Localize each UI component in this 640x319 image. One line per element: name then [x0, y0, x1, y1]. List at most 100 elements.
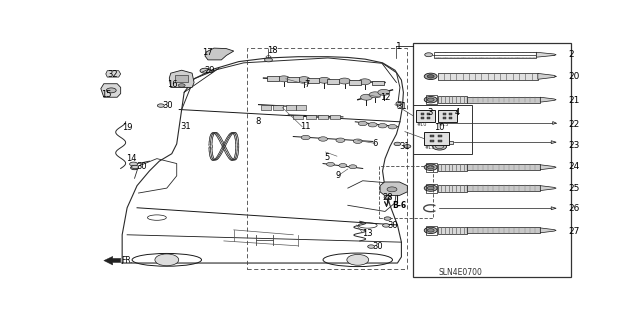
Circle shape	[200, 68, 210, 73]
Polygon shape	[420, 117, 424, 119]
Polygon shape	[551, 141, 556, 144]
Circle shape	[106, 88, 116, 93]
Text: 21: 21	[568, 96, 579, 105]
Polygon shape	[101, 84, 121, 97]
Text: 25: 25	[568, 184, 579, 193]
Text: 11: 11	[300, 122, 311, 131]
Text: 6: 6	[372, 139, 378, 148]
Polygon shape	[268, 76, 280, 81]
Text: 15: 15	[101, 90, 111, 99]
Polygon shape	[438, 185, 467, 191]
Circle shape	[388, 124, 397, 129]
Circle shape	[396, 102, 403, 105]
Polygon shape	[449, 113, 452, 115]
Polygon shape	[420, 113, 424, 115]
Polygon shape	[169, 70, 194, 87]
Text: #10: #10	[417, 122, 427, 127]
Text: SLN4E0700: SLN4E0700	[438, 268, 482, 277]
Circle shape	[424, 227, 437, 234]
Circle shape	[326, 162, 335, 166]
Circle shape	[278, 76, 290, 82]
Polygon shape	[424, 132, 449, 145]
Polygon shape	[467, 227, 540, 233]
Circle shape	[264, 58, 273, 62]
Circle shape	[378, 89, 390, 95]
Circle shape	[369, 92, 381, 98]
Circle shape	[384, 217, 391, 220]
Text: 31: 31	[396, 101, 407, 111]
Polygon shape	[538, 73, 556, 79]
Text: 8: 8	[255, 117, 261, 126]
Circle shape	[425, 53, 433, 57]
Circle shape	[178, 84, 185, 87]
Polygon shape	[293, 115, 303, 119]
Circle shape	[349, 165, 356, 169]
Circle shape	[339, 78, 351, 84]
Text: 17: 17	[202, 48, 213, 57]
Text: 30: 30	[163, 101, 173, 110]
Polygon shape	[372, 80, 383, 85]
Circle shape	[157, 104, 164, 107]
Polygon shape	[438, 164, 467, 171]
Polygon shape	[438, 227, 467, 234]
Polygon shape	[318, 115, 328, 119]
Polygon shape	[540, 228, 556, 233]
Text: 22: 22	[568, 120, 579, 129]
Polygon shape	[273, 105, 284, 109]
Circle shape	[353, 139, 362, 144]
Text: #15: #15	[439, 122, 449, 127]
Circle shape	[339, 164, 347, 167]
Polygon shape	[287, 77, 300, 82]
Circle shape	[433, 143, 447, 150]
Polygon shape	[449, 117, 452, 119]
Polygon shape	[175, 75, 188, 83]
Circle shape	[387, 187, 397, 192]
Circle shape	[368, 122, 377, 127]
Polygon shape	[438, 96, 467, 103]
Polygon shape	[330, 115, 340, 119]
Circle shape	[394, 142, 401, 145]
Polygon shape	[467, 97, 540, 103]
Text: #15: #15	[424, 145, 435, 150]
Circle shape	[424, 73, 437, 79]
Circle shape	[383, 224, 390, 227]
Polygon shape	[467, 185, 540, 191]
Polygon shape	[467, 164, 540, 170]
Text: 12: 12	[381, 93, 391, 102]
Polygon shape	[296, 105, 306, 109]
Circle shape	[131, 166, 138, 170]
Polygon shape	[536, 52, 556, 57]
Circle shape	[428, 186, 434, 190]
Circle shape	[424, 185, 437, 191]
Circle shape	[424, 164, 437, 170]
Polygon shape	[426, 141, 454, 144]
Text: 30: 30	[136, 162, 147, 172]
Text: 19: 19	[122, 123, 132, 132]
Polygon shape	[551, 207, 556, 210]
Text: 31: 31	[180, 122, 191, 131]
Polygon shape	[430, 135, 434, 137]
Text: 5: 5	[324, 153, 330, 162]
Text: 4: 4	[455, 108, 460, 117]
Circle shape	[367, 245, 374, 248]
Text: 16: 16	[167, 80, 177, 89]
Text: 23: 23	[568, 141, 579, 150]
Circle shape	[424, 96, 437, 103]
Circle shape	[336, 138, 345, 142]
Circle shape	[347, 255, 369, 265]
Polygon shape	[438, 109, 457, 122]
Circle shape	[428, 166, 434, 169]
Circle shape	[129, 162, 138, 166]
Text: 9: 9	[336, 171, 341, 180]
Polygon shape	[430, 139, 434, 142]
Circle shape	[404, 145, 411, 148]
Polygon shape	[327, 79, 339, 84]
Circle shape	[428, 229, 434, 232]
Polygon shape	[306, 115, 316, 119]
Polygon shape	[307, 78, 319, 83]
Polygon shape	[261, 105, 271, 109]
Text: 31: 31	[399, 142, 410, 151]
Text: 18: 18	[268, 46, 278, 55]
Polygon shape	[106, 71, 121, 77]
Polygon shape	[416, 109, 435, 122]
